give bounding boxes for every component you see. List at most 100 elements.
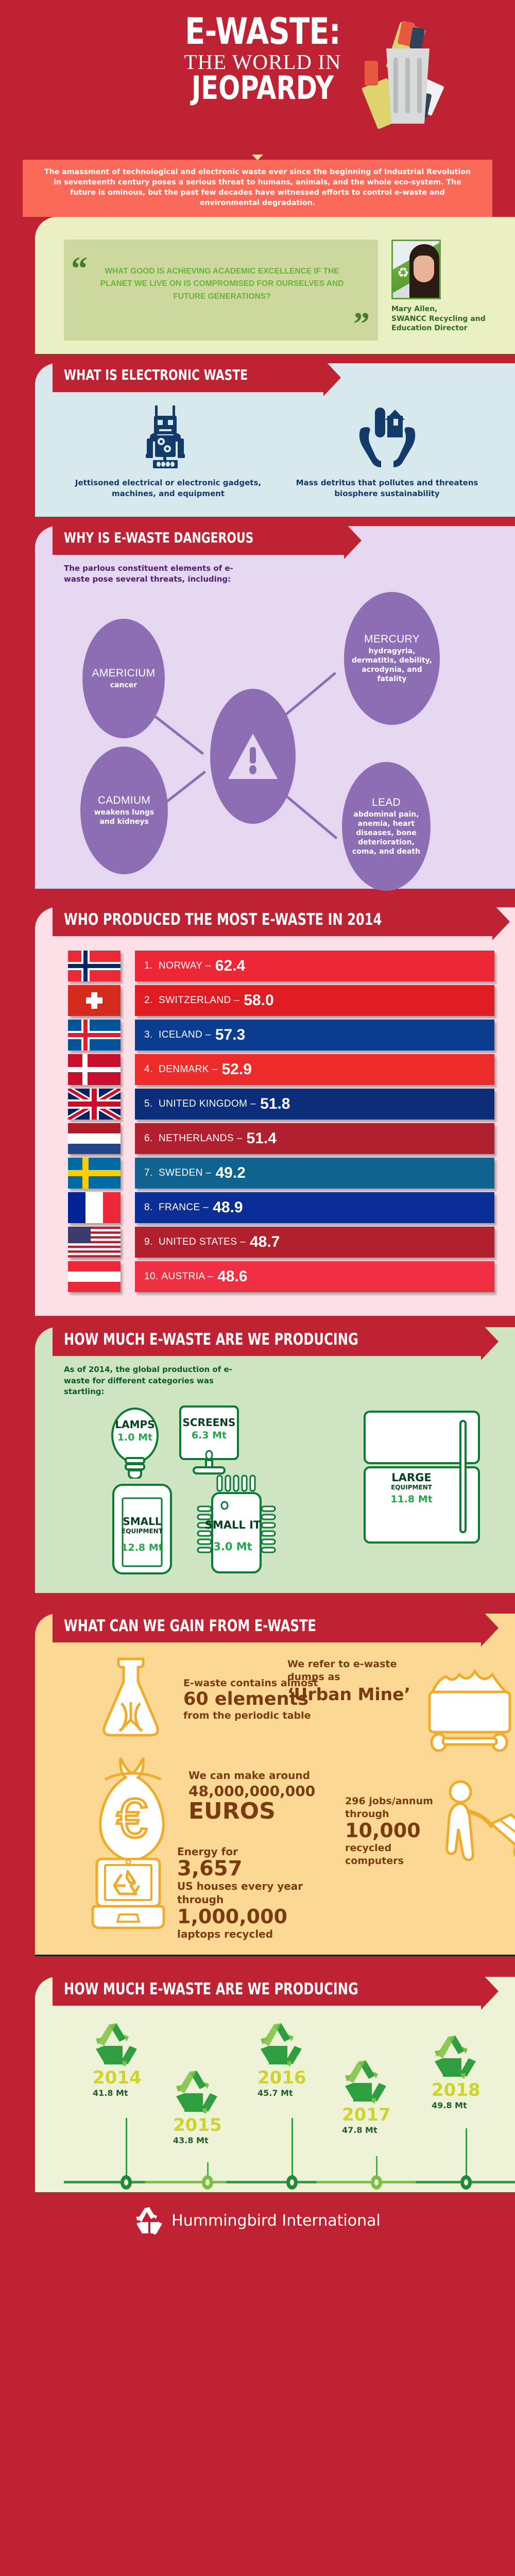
timeline-point-2017: 2017 47.8 Mt [342, 2057, 391, 2135]
flask-icon [102, 1657, 159, 1737]
table-row: 9. UNITED STATES – 48.7 [135, 1227, 494, 1258]
what-item-hands: Mass detritus that pollutes and threaten… [283, 404, 491, 499]
banner-label: HOW MUCH E-WASTE ARE WE PRODUCING [64, 1330, 358, 1349]
recycle-icon [261, 2023, 302, 2067]
rank-number: 7. [144, 1167, 153, 1179]
country-name: ICELAND [159, 1029, 203, 1041]
category-value: 12.8 Mt [121, 1542, 163, 1554]
table-row: 5. UNITED KINGDOM – 51.8 [135, 1089, 494, 1120]
why-dangerous-section: WHY IS E-WASTE DANGEROUS The parlous con… [35, 521, 515, 891]
element-name: LEAD [371, 796, 401, 808]
category-diagram: LAMPS 1.0 Mt SCREENS 6.3 Mt LARGE [64, 1402, 494, 1575]
gain-fact-urban-mine: We refer to e-waste dumps as ‘Urban Mine… [287, 1658, 432, 1704]
timeline-dot [202, 2175, 213, 2190]
table-row: 4. DENMARK – 52.9 [135, 1054, 494, 1086]
quote-card: “ WHAT GOOD IS ACHIEVING ACADEMIC EXCELL… [64, 239, 378, 341]
banner-label: WHAT IS ELECTRONIC WASTE [64, 366, 248, 383]
flag-uk [68, 1089, 121, 1120]
country-value: 49.2 [215, 1164, 246, 1182]
gain-pre: We refer to e-waste dumps as [287, 1658, 397, 1683]
intro-paragraph: The amassment of technological and elect… [23, 155, 492, 217]
timeline-value: 41.8 Mt [93, 2088, 128, 2098]
footer: Hummingbird International [0, 2192, 515, 2251]
table-row: 3. ICELAND – 57.3 [135, 1020, 494, 1051]
title-block: E-WASTE: THE WORLD IN JEOPARDY [0, 10, 515, 107]
country-name: UNITED STATES [159, 1236, 237, 1248]
gain-fact-energy: Energy for 3,657 US houses every year th… [177, 1845, 327, 1940]
title-line-3: JEOPARDY [191, 69, 334, 107]
chip-icon [197, 1475, 276, 1574]
how-much-section: HOW MUCH E-WASTE ARE WE PRODUCING As of … [35, 1323, 515, 1594]
recycle-icon: ♻ [397, 264, 409, 280]
category-name: SMALL [123, 1515, 162, 1528]
gain-fact-euros: We can make around 48,000,000,000 EUROS [188, 1769, 358, 1823]
banner-what-can-we-gain: WHAT CAN WE GAIN FROM E-WASTE [53, 1609, 499, 1647]
category-name: LARGE [391, 1471, 432, 1484]
element-effects: hydragyria, dermatitis, debility, acrody… [352, 647, 432, 683]
gain-big: ‘Urban Mine’ [287, 1684, 411, 1705]
quote-author-block: ♻ Mary Allen, SWANCC Recycling and Educa… [391, 239, 494, 341]
banner-how-much: HOW MUCH E-WASTE ARE WE PRODUCING [53, 1323, 499, 1361]
country-name: AUSTRIA [161, 1271, 205, 1282]
rank-number: 4. [144, 1064, 153, 1075]
timeline-value: 45.7 Mt [258, 2088, 293, 2098]
warning-triangle-icon [228, 734, 278, 779]
country-value: 57.3 [215, 1026, 246, 1044]
recycle-logo [136, 2207, 163, 2235]
timeline-point-2016: 2016 45.7 Mt [258, 2020, 306, 2098]
flag-france [68, 1192, 121, 1224]
category-name: SMALL IT [204, 1519, 261, 1532]
category-lamps: LAMPS 1.0 Mt [104, 1412, 166, 1450]
country-name: NETHERLANDS [159, 1133, 234, 1144]
recycle-icon [176, 2071, 217, 2114]
timeline-dot [286, 2175, 298, 2190]
timeline-year: 2016 [258, 2067, 306, 2089]
timeline-year: 2017 [342, 2105, 391, 2126]
country-value: 52.9 [221, 1061, 252, 1078]
element-name: CADMIUM [97, 794, 151, 806]
fridge-icon [364, 1411, 480, 1544]
rank-number: 8. [144, 1202, 153, 1213]
country-value: 48.7 [249, 1233, 280, 1251]
banner-label: WHAT CAN WE GAIN FROM E-WASTE [64, 1617, 316, 1636]
category-value: 11.8 Mt [390, 1493, 433, 1505]
hands-holding-house-icon [283, 404, 491, 468]
country-name: FRANCE [159, 1202, 200, 1213]
ranking-bars: 1. NORWAY – 62.4 2. SWITZERLAND – 58.0 3… [135, 951, 494, 1293]
category-subname: EQUIPMENT [391, 1483, 432, 1491]
table-row: 8. FRANCE – 48.9 [135, 1192, 494, 1224]
what-can-we-gain-section: WHAT CAN WE GAIN FROM E-WASTE E-waste co… [35, 1609, 515, 1957]
quote-section: “ WHAT GOOD IS ACHIEVING ACADEMIC EXCELL… [35, 216, 515, 354]
gain-big2: 1,000,000 [177, 1905, 287, 1928]
table-row: 10. AUSTRIA – 48.6 [135, 1261, 494, 1293]
flag-usa [68, 1227, 121, 1258]
rank-number: 9. [144, 1236, 153, 1248]
recycle-icon [96, 2023, 137, 2067]
flag-switzerland [68, 985, 121, 1016]
country-name: DENMARK [159, 1064, 209, 1075]
gain-big: 10,000 [345, 1819, 421, 1842]
banner-label: WHO PRODUCED THE MOST E-WASTE IN 2014 [64, 910, 382, 929]
category-value: 3.0 Mt [213, 1540, 252, 1553]
banner-who-produced: WHO PRODUCED THE MOST E-WASTE IN 2014 [53, 903, 510, 941]
country-ranking: 1. NORWAY – 62.4 2. SWITZERLAND – 58.0 3… [35, 936, 515, 1293]
trash-can-illustration [362, 21, 444, 129]
category-name: LAMPS [115, 1418, 155, 1431]
timeline-point-2015: 2015 43.8 Mt [173, 2067, 222, 2145]
header: E-WASTE: THE WORLD IN JEOPARDY [0, 0, 515, 155]
footer-brand-name: Hummingbird International [171, 2211, 381, 2230]
country-value: 51.8 [260, 1095, 290, 1113]
infographic-page: E-WASTE: THE WORLD IN JEOPARDY The amass… [0, 0, 515, 2251]
country-name: SWITZERLAND [159, 995, 231, 1006]
rank-number: 5. [144, 1098, 153, 1110]
table-row: 2. SWITZERLAND – 58.0 [135, 985, 494, 1016]
gain-big: 60 elements [183, 1689, 309, 1710]
danger-lead-text: The parlous constituent elements of e-wa… [64, 563, 233, 584]
banner-how-much-producing: HOW MUCH E-WASTE ARE WE PRODUCING [53, 1973, 499, 2010]
gain-post: recycled computers [345, 1842, 404, 1867]
element-bubble-mercury: MERCURY hydragyria, dermatitis, debility… [344, 592, 440, 725]
quote-open-icon: “ [71, 249, 88, 286]
title-line-1: E-WASTE: [185, 10, 341, 53]
flag-column [68, 951, 122, 1293]
small-appliance-icon [112, 1484, 172, 1575]
